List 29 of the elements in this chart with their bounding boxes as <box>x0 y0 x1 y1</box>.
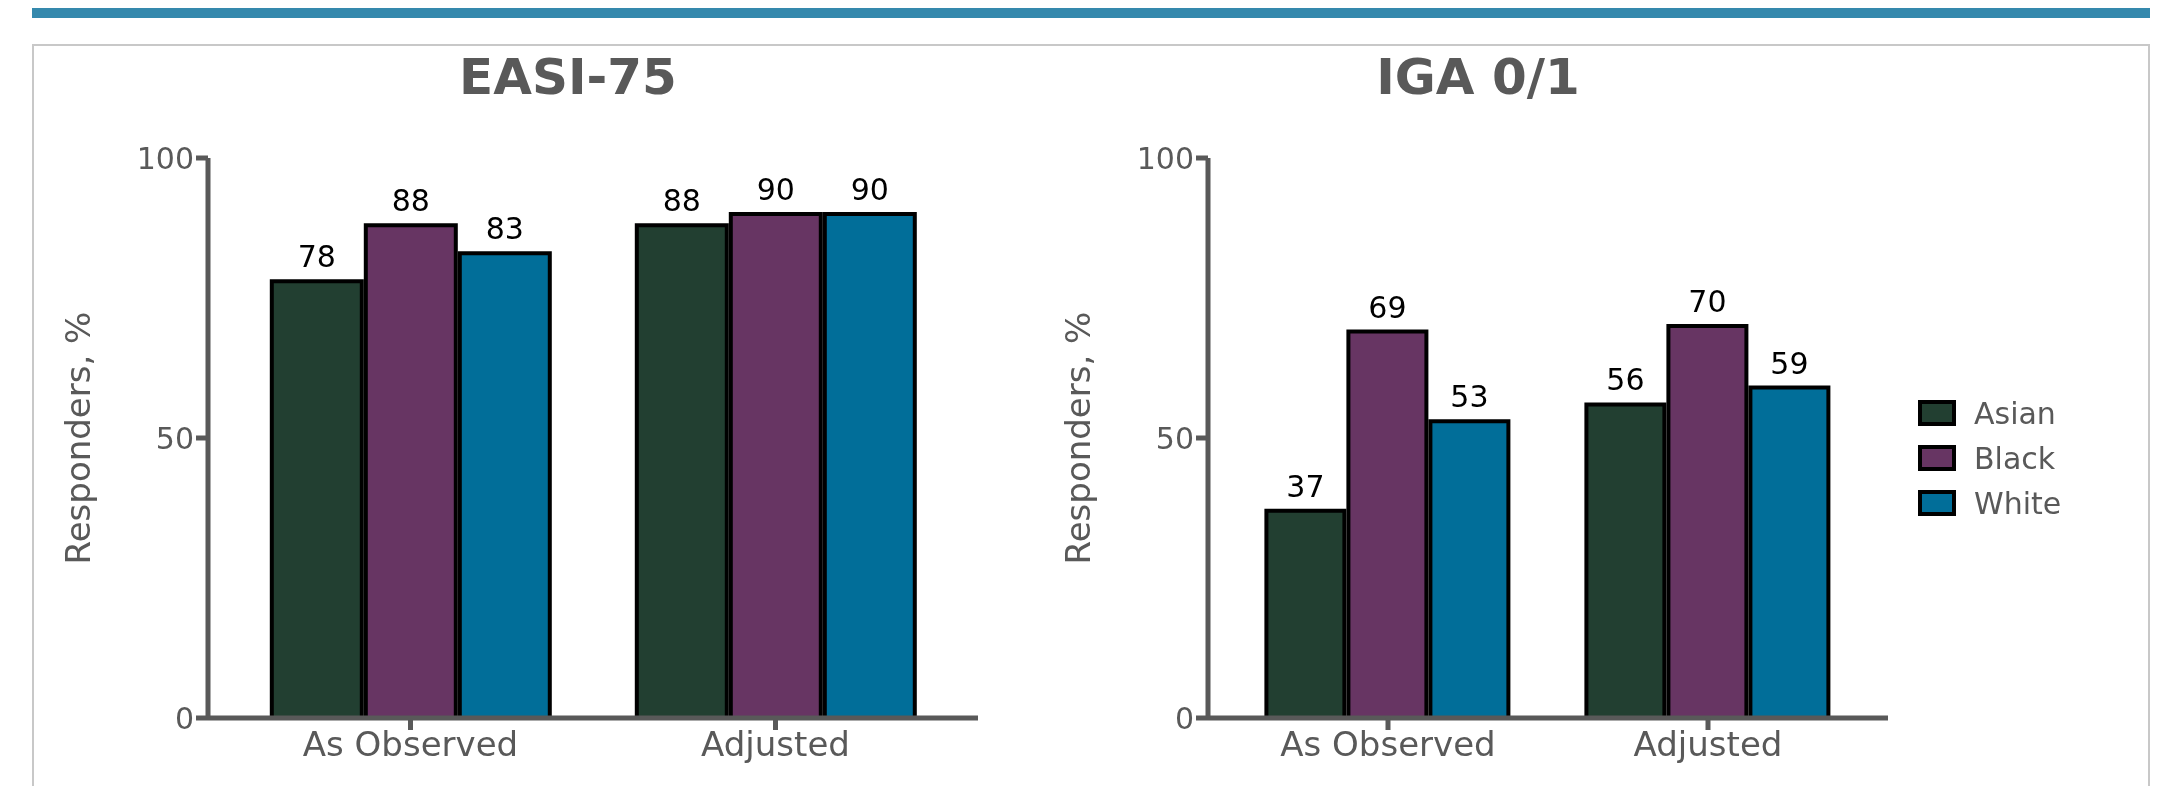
data-label: 78 <box>297 239 336 275</box>
chart-title: EASI-75 <box>458 48 678 108</box>
data-label: 70 <box>1688 284 1727 319</box>
data-label: 90 <box>756 172 795 207</box>
y-tick-label: 0 <box>174 700 194 736</box>
y-tick-label: 100 <box>136 140 194 176</box>
data-label: 69 <box>1368 289 1407 325</box>
x-tick-label: Adjusted <box>701 724 850 765</box>
legend-label: White <box>1974 485 2062 521</box>
x-tick-label: As Observed <box>302 724 519 765</box>
y-axis-title: Responders, % <box>1058 311 1099 565</box>
x-tick-label: As Observed <box>1280 724 1496 765</box>
data-label: 88 <box>662 183 701 219</box>
y-tick-label: 100 <box>1136 140 1194 176</box>
y-axis-title: Responders, % <box>58 311 99 565</box>
x-tick-label: Adjusted <box>1633 724 1783 765</box>
y-tick-label: 50 <box>155 420 194 456</box>
data-label: 53 <box>1450 379 1489 415</box>
chart-title: IGA 0/1 <box>1375 48 1581 108</box>
data-label: 90 <box>850 172 889 207</box>
data-label: 83 <box>485 211 524 247</box>
legend-label: Asian <box>1974 395 2056 431</box>
data-label: 59 <box>1770 345 1809 381</box>
data-label: 88 <box>391 183 430 219</box>
legend-label: Black <box>1974 440 2056 476</box>
data-label: 37 <box>1286 468 1325 504</box>
y-tick-label: 50 <box>1155 420 1194 456</box>
y-tick-label: 0 <box>1174 700 1194 736</box>
data-label: 56 <box>1606 362 1645 398</box>
